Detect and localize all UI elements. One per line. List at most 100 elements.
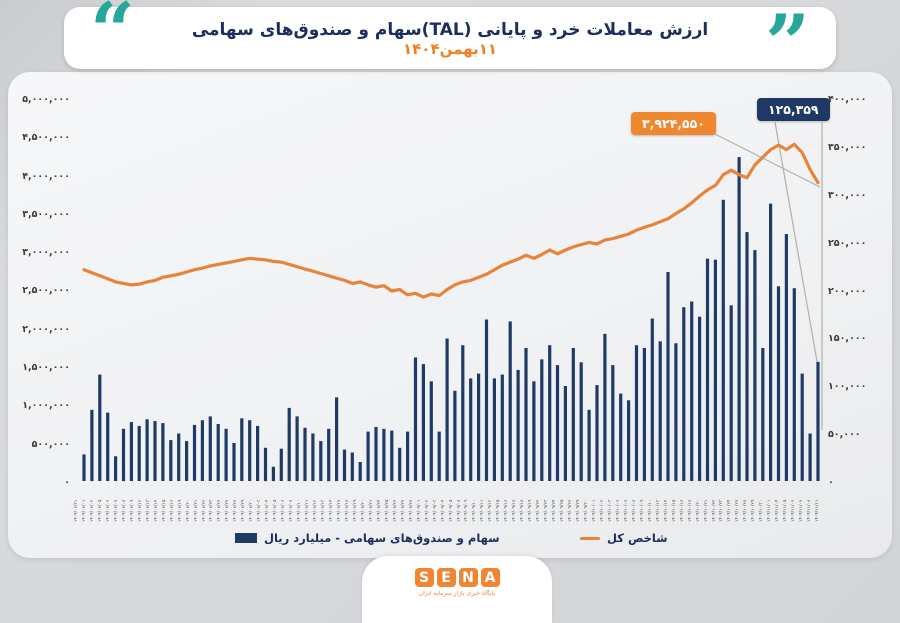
axis-tick-label: ۱,۰۰۰,۰۰۰ xyxy=(22,400,70,412)
legend-bars-label: سهام و صندوق‌های سهامی - میلیارد ریال xyxy=(264,531,500,545)
x-tick-date: ۱۴۰۴/۰۹/۲۵ xyxy=(560,499,566,522)
x-tick-date: ۱۴۰۴/۰۷/۳۰ xyxy=(249,499,255,522)
x-tick-date: ۱۴۰۴/۱۱/۰۶ xyxy=(791,499,797,522)
x-tick-date: ۱۴۰۴/۱۰/۱۷ xyxy=(687,499,693,522)
x-tick-date: ۱۴۰۴/۰۸/۲۶ xyxy=(392,499,398,522)
x-tick-date: ۱۴۰۴/۱۰/۲۳ xyxy=(719,499,725,522)
x-tick-date: ۱۴۰۴/۰۸/۱۲ xyxy=(313,499,319,522)
x-tick-date: ۱۴۰۴/۱۰/۲۰ xyxy=(695,499,701,522)
x-tick-date: ۱۴۰۴/۰۹/۲۶ xyxy=(568,499,574,522)
x-tick-date: ۱۴۰۴/۱۰/۰۹ xyxy=(639,499,645,522)
axis-tick-label: ۳,۵۰۰,۰۰۰ xyxy=(22,208,70,220)
x-tick-date: ۱۴۰۴/۱۰/۰۳ xyxy=(607,499,613,522)
x-tick-date: ۱۴۰۴/۱۰/۱۴ xyxy=(663,499,669,522)
x-tick-date: ۱۴۰۴/۰۸/۱۴ xyxy=(329,499,334,522)
axis-tick-label: ۱۰۰,۰۰۰ xyxy=(828,381,867,393)
axis-tick-label: ۳۰۰,۰۰۰ xyxy=(828,189,867,201)
index-value-callout: ۳,۹۲۴,۵۵۰ xyxy=(631,112,716,135)
x-tick-date: ۱۴۰۴/۰۸/۱۸ xyxy=(344,499,350,522)
axis-tick-label: ۲۰۰,۰۰۰ xyxy=(828,285,867,297)
x-tick-date: ۱۴۰۴/۰۸/۱۹ xyxy=(352,499,358,522)
page-date: ۱۱بهمن۱۴۰۴ xyxy=(402,40,498,59)
x-tick-date: ۱۴۰۴/۰۹/۰۸ xyxy=(456,499,462,522)
x-tick-date: ۱۴۰۴/۰۷/۰۱ xyxy=(81,499,87,522)
x-tick-date: ۱۴۰۴/۰۷/۱۵ xyxy=(161,499,167,522)
x-tick-date: ۱۴۰۴/۱۰/۲۹ xyxy=(751,499,757,522)
x-tick-date: ۱۴۰۴/۰۷/۲۶ xyxy=(217,499,223,522)
x-tick-date: ۱۴۰۴/۱۱/۰۷ xyxy=(799,499,805,522)
axis-tick-label: ۲,۰۰۰,۰۰۰ xyxy=(22,323,70,335)
x-tick-date: ۱۴۰۴/۰۷/۲۸ xyxy=(233,499,239,522)
x-tick-date: ۱۴۰۴/۰۹/۲۲ xyxy=(536,499,542,522)
axis-tick-label: ۰ xyxy=(64,476,70,488)
legend-item-bars: سهام و صندوق‌های سهامی - میلیارد ریال xyxy=(235,531,500,545)
bar-swatch-icon xyxy=(235,533,257,543)
x-tick-date: ۱۴۰۴/۰۹/۰۲ xyxy=(424,499,430,522)
axis-tick-label: ۵۰۰,۰۰۰ xyxy=(31,438,70,450)
x-tick-date: ۱۴۰۴/۰۸/۲۰ xyxy=(360,499,366,522)
x-tick-date: ۱۴۰۴/۰۷/۲۱ xyxy=(193,499,199,522)
x-tick-date: ۱۴۰۴/۰۷/۲۷ xyxy=(225,499,231,522)
x-tick-date: ۱۴۰۴/۰۷/۲۳ xyxy=(209,499,215,522)
x-tick-date: ۱۴۰۴/۱۰/۲۲ xyxy=(711,499,717,522)
line-swatch-icon xyxy=(580,536,600,540)
sena-letter-block: S xyxy=(414,568,434,587)
x-tick-date: ۱۴۰۴/۰۹/۰۳ xyxy=(432,499,438,522)
axis-tick-label: ۲,۵۰۰,۰۰۰ xyxy=(22,285,70,297)
header-banner: “ ” ارزش معاملات خرد و پایانی (TAL)سهام … xyxy=(64,0,836,83)
x-tick-date: ۱۴۰۴/۰۹/۱۲ xyxy=(488,499,494,522)
x-tick-date: ۱۴۰۴/۰۸/۰۵ xyxy=(273,499,279,522)
x-tick-date: ۱۴۰۴/۰۷/۰۸ xyxy=(121,499,127,522)
trade-value-callout: ۱۲۵,۳۵۹ xyxy=(757,98,830,121)
x-tick-date: ۱۴۰۴/۱۱/۱۱ xyxy=(815,499,821,522)
plot-area xyxy=(75,101,823,482)
x-tick-date: ۱۴۰۴/۰۸/۲۵ xyxy=(384,499,390,522)
x-tick-date: ۱۴۰۴/۰۷/۲۰ xyxy=(185,499,191,522)
axis-tick-label: ۱,۵۰۰,۰۰۰ xyxy=(22,362,70,374)
sena-letter-block: N xyxy=(458,568,478,587)
axis-tick-label: ۱۵۰,۰۰۰ xyxy=(828,333,867,345)
x-tick-date: ۱۴۰۴/۱۰/۱۶ xyxy=(679,499,685,522)
plot-svg xyxy=(82,121,823,482)
x-tick-date: ۱۴۰۴/۰۹/۱۸ xyxy=(520,499,526,522)
x-tick-date: ۱۴۰۴/۰۶/۳۱ xyxy=(74,499,79,522)
x-tick-date: ۱۴۰۴/۰۹/۲۴ xyxy=(552,499,558,522)
x-tick-date: ۱۴۰۴/۰۸/۰۳ xyxy=(257,499,263,522)
x-tick-date: ۱۴۰۴/۰۷/۰۹ xyxy=(129,499,135,522)
x-tick-date: ۱۴۰۴/۱۰/۲۷ xyxy=(735,499,741,522)
axis-tick-label: ۴,۰۰۰,۰۰۰ xyxy=(22,170,70,182)
x-tick-date: ۱۴۰۴/۰۸/۲۸ xyxy=(408,499,414,522)
legend: سهام و صندوق‌های سهامی - میلیارد ریال شا… xyxy=(75,531,822,553)
x-tick-date: ۱۴۰۴/۰۷/۰۶ xyxy=(105,499,111,522)
x-tick-date: ۱۴۰۴/۱۰/۱۰ xyxy=(647,499,653,522)
x-tick-date: ۱۴۰۴/۰۸/۱۳ xyxy=(321,499,327,522)
x-tick-date: ۱۴۰۴/۰۷/۱۴ xyxy=(153,499,159,522)
axis-tick-label: ۰ xyxy=(828,477,834,488)
x-tick-date: ۱۴۰۴/۰۸/۰۴ xyxy=(265,499,271,522)
x-tick-date: ۱۴۰۴/۰۷/۱۲ xyxy=(137,499,143,522)
sena-letter-block: E xyxy=(436,568,456,587)
x-tick-date: ۱۴۰۴/۰۸/۲۱ xyxy=(368,499,374,522)
axis-tick-label: ۲۵۰,۰۰۰ xyxy=(828,237,867,249)
sena-tagline: پایگاه خبری بازار سرمایه ایران xyxy=(418,590,496,597)
axis-tick-label: ۵۰,۰۰۰ xyxy=(828,429,861,441)
page-title: ارزش معاملات خرد و پایانی (TAL)سهام و صن… xyxy=(191,20,709,41)
axis-tick-label: ۳,۰۰۰,۰۰۰ xyxy=(22,247,70,259)
x-tick-date: ۱۴۰۴/۱۰/۰۶ xyxy=(615,499,621,522)
axis-tick-label: ۵,۰۰۰,۰۰۰ xyxy=(22,94,70,105)
close-quote-icon: ” xyxy=(765,0,810,89)
x-tick-date: ۱۴۰۴/۰۹/۲۹ xyxy=(576,499,582,522)
x-tick-date: ۱۴۰۴/۱۰/۱۳ xyxy=(655,499,661,522)
open-quote-icon: “ xyxy=(90,0,135,77)
x-tick-date: ۱۴۰۴/۰۸/۱۱ xyxy=(305,499,311,522)
x-tick-date: ۱۴۰۴/۱۰/۰۱ xyxy=(591,499,597,522)
x-tick-date: ۱۴۰۴/۰۸/۲۷ xyxy=(400,499,406,522)
x-tick-date: ۱۴۰۴/۰۹/۱۹ xyxy=(528,499,534,522)
x-tick-date: ۱۴۰۴/۰۹/۳۰ xyxy=(584,499,589,522)
x-tick-date: ۱۴۰۴/۰۹/۱۰ xyxy=(472,499,478,522)
y-axis-right-value: ۴۰۰,۰۰۰ ۳۵۰,۰۰۰ ۳۰۰,۰۰۰ ۲۵۰,۰۰۰ ۲۰۰,۰۰۰ ۱۵۰,۰… xyxy=(828,94,888,488)
x-tick-date: ۱۴۰۴/۱۰/۳۰ xyxy=(759,499,765,522)
legend-item-line: شاخص کل xyxy=(580,531,668,545)
